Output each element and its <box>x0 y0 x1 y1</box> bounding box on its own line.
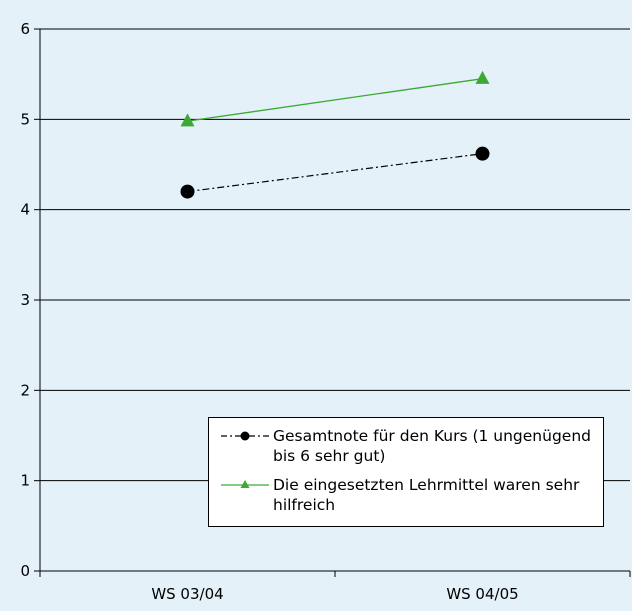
series-1-point-1 <box>475 70 490 84</box>
legend-entry-gesamtnote: Gesamtnote für den Kurs (1 ungenügend bi… <box>217 426 595 466</box>
y-tick-label-3: 3 <box>20 291 30 309</box>
y-tick-label-6: 6 <box>20 20 30 38</box>
y-tick-label-5: 5 <box>20 110 30 128</box>
x-tick-label-1: WS 04/05 <box>446 585 518 603</box>
legend-label-gesamtnote: Gesamtnote für den Kurs (1 ungenügend bi… <box>273 427 591 465</box>
series-line-0 <box>187 153 483 193</box>
y-tick-label-0: 0 <box>20 562 30 580</box>
legend: Gesamtnote für den Kurs (1 ungenügend bi… <box>208 417 604 527</box>
legend-swatch-lehrmittel <box>221 480 269 488</box>
legend-entry-lehrmittel: Die eingesetzten Lehrmittel waren sehr h… <box>217 475 595 515</box>
series-line-1 <box>187 78 483 122</box>
legend-label-lehrmittel: Die eingesetzten Lehrmittel waren sehr h… <box>273 476 580 514</box>
y-tick-label-2: 2 <box>20 381 30 399</box>
y-tick-label-1: 1 <box>20 472 30 490</box>
legend-swatch-gesamtnote <box>221 431 269 441</box>
series-0-point-1 <box>475 146 490 161</box>
x-tick-label-0: WS 03/04 <box>151 585 223 603</box>
series-0-point-0 <box>180 184 195 199</box>
series-1-point-0 <box>180 113 195 127</box>
y-tick-label-4: 4 <box>20 201 30 219</box>
